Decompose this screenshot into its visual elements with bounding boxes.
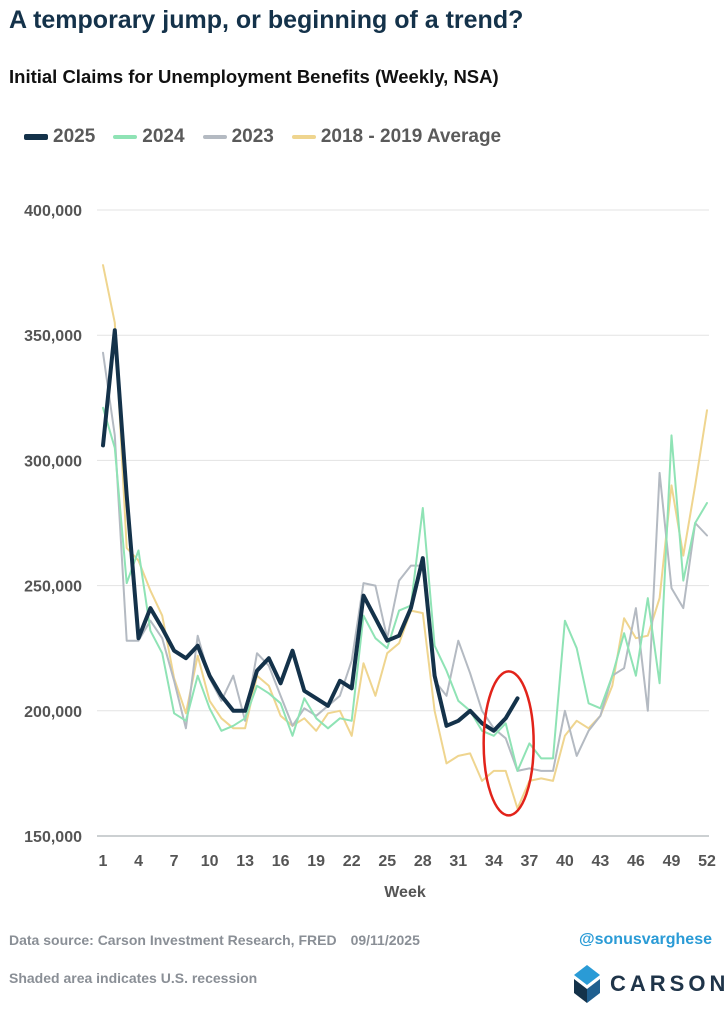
series-line-2023 [102, 351, 708, 772]
x-tick-label: 31 [449, 853, 467, 870]
line-chart: 150,000 200,000 250,000 300,000 350,000 400,0… [24, 203, 716, 901]
carson-logo-text: CARSON [610, 971, 724, 996]
legend-swatch-2024 [113, 135, 138, 139]
x-tick-label: 37 [520, 853, 538, 870]
y-tick-label: 350,000 [24, 328, 82, 345]
y-tick-label: 300,000 [24, 453, 82, 470]
legend-swatch-average [291, 135, 316, 139]
x-tick-label: 43 [592, 853, 610, 870]
x-tick-label: 40 [556, 853, 574, 870]
legend-swatch-2023 [202, 135, 227, 139]
legend-label-2024: 2024 [142, 126, 185, 147]
author-handle[interactable]: @sonusvarghese [579, 931, 712, 948]
legend-label-average: 2018 - 2019 Average [320, 126, 502, 147]
carson-logo-icon [574, 965, 600, 1003]
x-tick-label: 25 [378, 853, 396, 870]
x-tick-label: 13 [236, 853, 254, 870]
x-tick-label: 1 [99, 853, 108, 870]
x-axis-label: Week [384, 884, 426, 901]
x-tick-label: 10 [201, 853, 219, 870]
x-tick-label: 22 [343, 853, 361, 870]
legend-item-2023: 2023 [202, 126, 274, 148]
x-tick-label: 46 [627, 853, 645, 870]
data-source-text: Data source: Carson Investment Research,… [9, 932, 337, 948]
series-line-2024 [102, 406, 708, 772]
y-tick-label: 200,000 [24, 704, 82, 721]
legend-item-average: 2018 - 2019 Average [291, 126, 502, 148]
legend-swatch-2025 [24, 134, 48, 140]
data-source: Data source: Carson Investment Research,… [9, 932, 434, 948]
carson-logo: CARSON [574, 965, 724, 1003]
highlight-ellipse [482, 670, 535, 817]
data-date: 09/11/2025 [350, 932, 420, 948]
legend-item-2025: 2025 [24, 126, 95, 148]
x-tick-label: 49 [663, 853, 681, 870]
legend-label-2023: 2023 [231, 126, 274, 147]
y-tick-label: 400,000 [24, 203, 82, 220]
x-tick-label: 52 [698, 853, 716, 870]
recession-note: Shaded area indicates U.S. recession [9, 970, 258, 986]
y-tick-label: 250,000 [24, 579, 82, 596]
chart-title: A temporary jump, or beginning of a tren… [9, 6, 524, 34]
x-tick-label: 16 [272, 853, 290, 870]
chart-legend: 2025 2024 2023 2018 - 2019 Average [24, 126, 519, 148]
series-line-2018-2019-average [102, 264, 708, 810]
x-tick-label: 34 [485, 853, 503, 870]
series-line-2025 [101, 328, 520, 733]
legend-label-2025: 2025 [53, 126, 96, 147]
chart-subtitle: Initial Claims for Unemployment Benefits… [9, 66, 499, 87]
x-tick-label: 28 [414, 853, 432, 870]
x-tick-label: 19 [307, 853, 325, 870]
legend-item-2024: 2024 [113, 126, 185, 148]
x-tick-label: 4 [134, 853, 143, 870]
x-tick-label: 7 [170, 853, 179, 870]
y-tick-label: 150,000 [24, 829, 82, 846]
